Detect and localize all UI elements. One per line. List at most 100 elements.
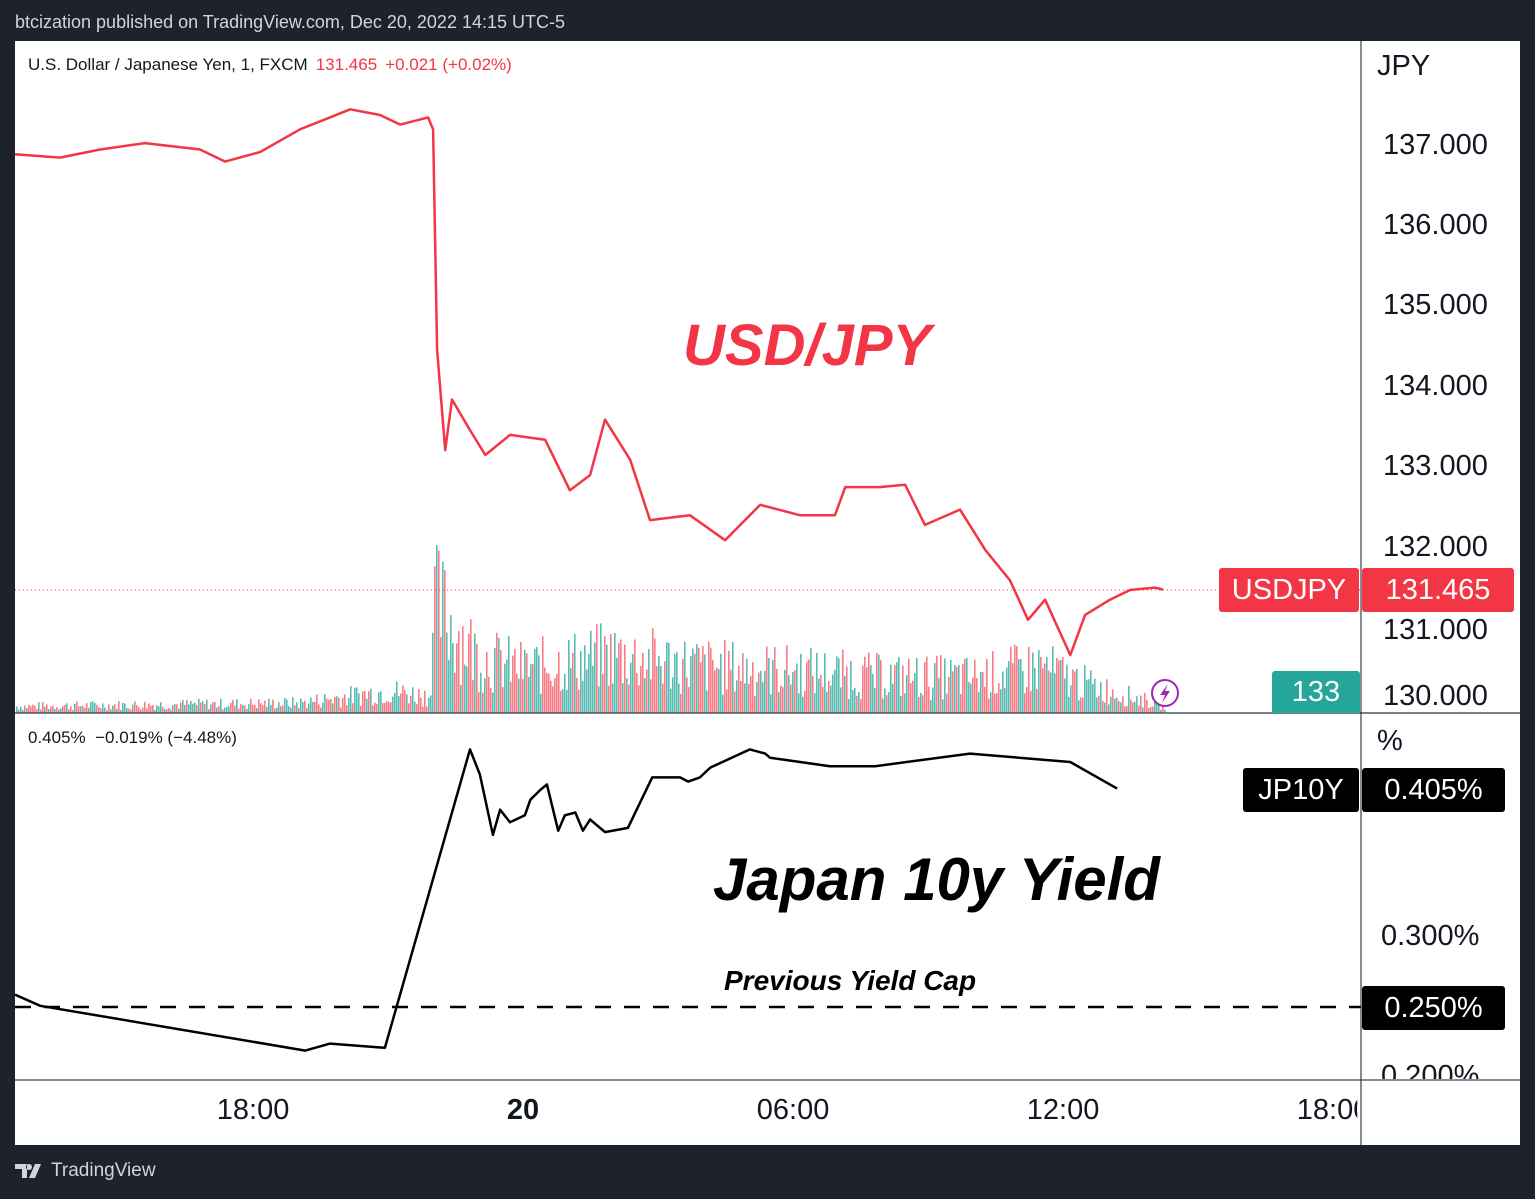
- volume-bar: [536, 647, 538, 713]
- volume-bar: [170, 709, 172, 713]
- lightning-icon[interactable]: [1151, 679, 1179, 707]
- volume-bar: [656, 666, 658, 713]
- volume-bar: [488, 676, 490, 713]
- volume-bar: [332, 703, 334, 713]
- volume-bar: [816, 652, 818, 713]
- volume-bar: [100, 708, 102, 713]
- volume-bar: [718, 669, 720, 713]
- volume-bar: [870, 665, 872, 713]
- volume-bar: [278, 702, 280, 713]
- volume-bar: [778, 692, 780, 713]
- volume-bar: [610, 633, 612, 713]
- yield-value: 0.405%: [28, 728, 86, 747]
- volume-bar: [1000, 689, 1002, 713]
- volume-bar: [230, 702, 232, 713]
- volume-bar: [1064, 678, 1066, 713]
- volume-bar: [498, 637, 500, 713]
- volume-bar: [580, 651, 582, 713]
- volume-bar: [682, 658, 684, 713]
- volume-bar: [622, 683, 624, 713]
- volume-bar: [336, 696, 338, 713]
- volume-bar: [914, 673, 916, 713]
- volume-bar: [982, 671, 984, 713]
- volume-bar: [590, 630, 592, 713]
- volume-bar: [60, 708, 62, 713]
- volume-bar: [96, 704, 98, 713]
- volume-bar: [462, 626, 464, 713]
- volume-bar: [918, 696, 920, 713]
- volume-bar: [654, 638, 656, 713]
- volume-bar: [1118, 701, 1120, 713]
- volume-bar: [82, 706, 84, 713]
- volume-bar: [76, 701, 78, 713]
- volume-bar: [790, 684, 792, 713]
- volume-bar: [726, 689, 728, 713]
- volume-bar: [130, 709, 132, 713]
- usdjpy-annotation: USD/JPY: [683, 313, 932, 378]
- volume-bar: [1002, 671, 1004, 713]
- volume-bar: [534, 648, 536, 713]
- volume-bar: [576, 677, 578, 713]
- volume-bar: [944, 658, 946, 713]
- volume-bar: [984, 686, 986, 713]
- volume-bar: [1106, 679, 1108, 713]
- volume-bar: [1042, 668, 1044, 713]
- volume-bar: [526, 653, 528, 713]
- volume-bar: [428, 697, 430, 713]
- volume-bar: [406, 694, 408, 713]
- volume-bar: [424, 690, 426, 713]
- volume-bar: [620, 639, 622, 713]
- volume-bar: [228, 706, 230, 713]
- volume-bar: [628, 684, 630, 713]
- volume-bar: [250, 698, 252, 713]
- volume-bar: [548, 673, 550, 713]
- volume-bar: [1044, 663, 1046, 713]
- volume-bar: [470, 619, 472, 713]
- volume-bar: [224, 707, 226, 713]
- volume-bar: [402, 685, 404, 713]
- symbol-title: U.S. Dollar / Japanese Yen, 1, FXCM: [28, 55, 308, 74]
- volume-bar: [320, 707, 322, 713]
- volume-bar: [68, 709, 70, 713]
- volume-bar: [716, 667, 718, 713]
- tradingview-logo[interactable]: TradingView: [15, 1160, 156, 1182]
- volume-bar: [276, 707, 278, 713]
- volume-bar: [284, 697, 286, 713]
- volume-bar: [942, 699, 944, 713]
- volume-bar: [786, 645, 788, 713]
- volume-bar: [1016, 646, 1018, 713]
- volume-bar: [902, 665, 904, 713]
- volume-bar: [434, 566, 436, 713]
- volume-bar: [932, 687, 934, 713]
- volume-bar: [512, 655, 514, 713]
- volume-bar: [940, 655, 942, 713]
- volume-bar: [880, 659, 882, 713]
- volume-bar: [724, 639, 726, 713]
- volume-bar: [708, 641, 710, 713]
- volume-bar: [800, 653, 802, 713]
- volume-bar: [1010, 646, 1012, 713]
- volume-bar: [974, 659, 976, 713]
- volume-bar: [452, 643, 454, 713]
- volume-bar: [606, 644, 608, 713]
- volume-bar: [140, 709, 142, 713]
- volume-bar: [818, 678, 820, 713]
- volume-bar: [298, 707, 300, 713]
- volume-bar: [482, 692, 484, 713]
- volume-bar: [274, 708, 276, 713]
- volume-bar: [22, 709, 24, 713]
- volume-bar: [364, 690, 366, 713]
- volume-bar: [1076, 668, 1078, 713]
- volume-bar: [830, 685, 832, 713]
- volume-bar: [994, 693, 996, 713]
- volume-bar: [268, 698, 270, 713]
- volume-bar: [474, 633, 476, 713]
- volume-bar: [380, 691, 382, 713]
- volume-bar: [16, 706, 18, 713]
- usdjpy-price-line: [14, 108, 1164, 657]
- volume-bar: [334, 696, 336, 713]
- volume-bar: [322, 702, 324, 713]
- volume-bar: [884, 688, 886, 713]
- volume-bar: [518, 678, 520, 713]
